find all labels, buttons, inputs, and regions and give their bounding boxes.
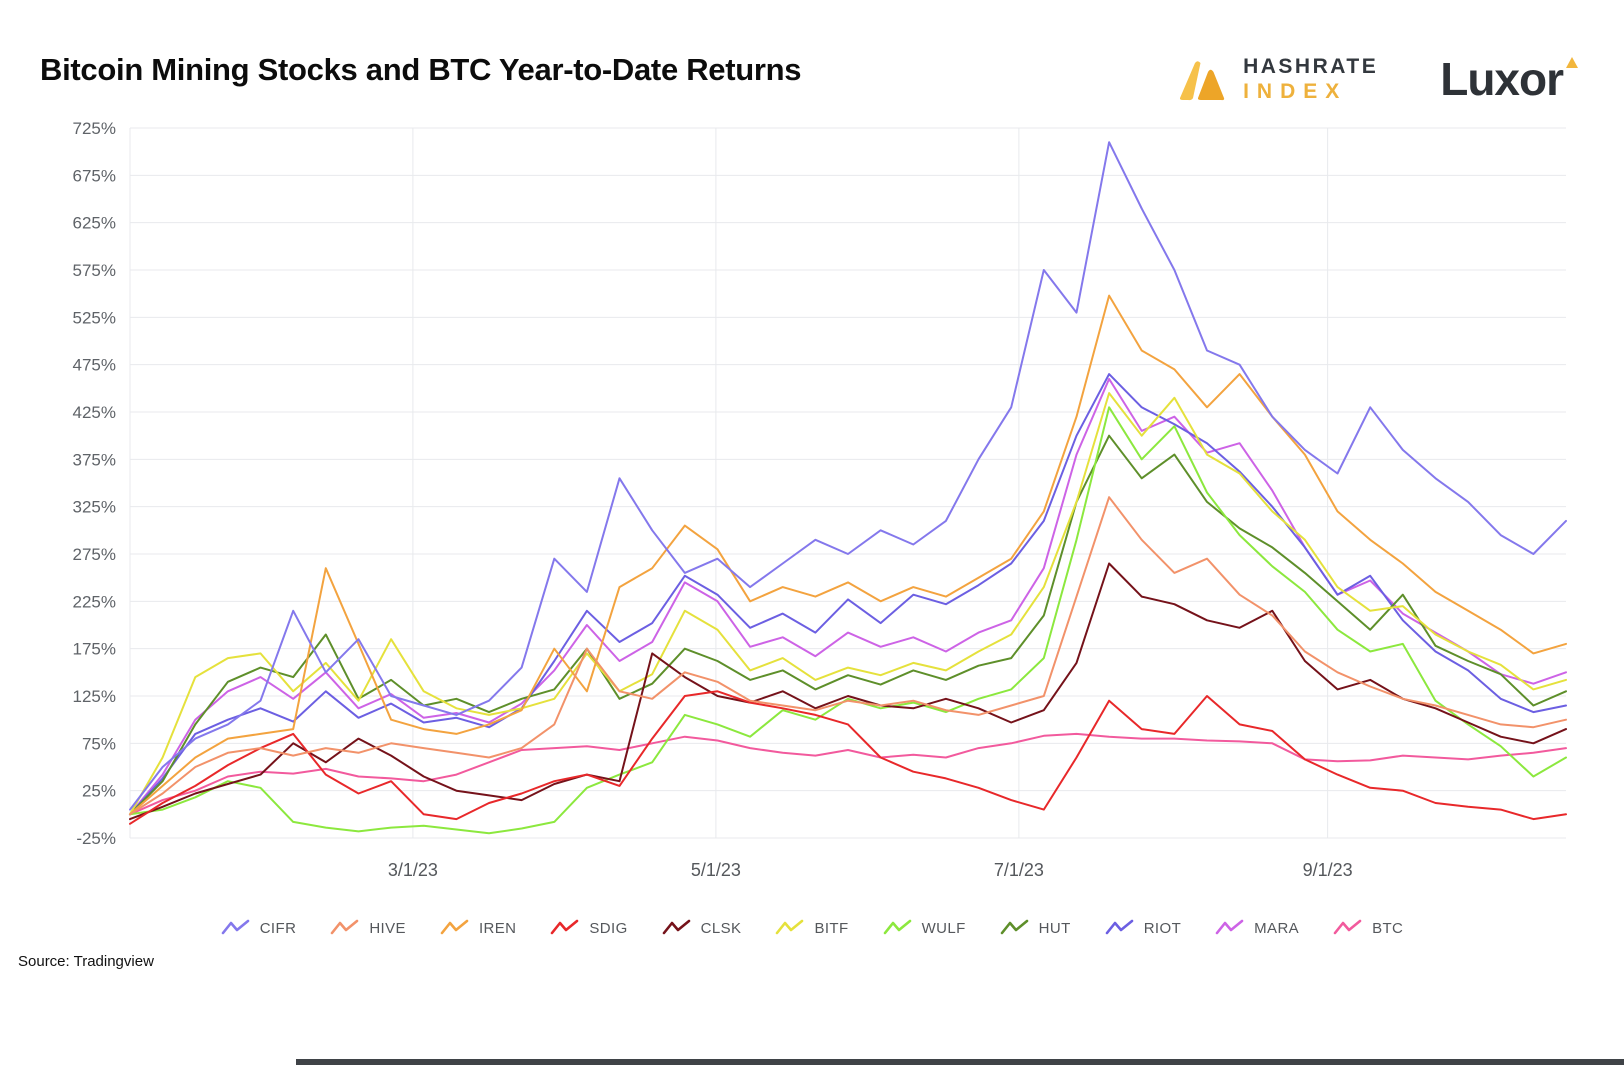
bottom-bar: [296, 1059, 1624, 1065]
y-axis-tick-label: 25%: [82, 782, 116, 801]
series-line-btc: [129, 733, 1567, 816]
luxor-logo: Luxor: [1440, 56, 1578, 102]
legend-line-icon: [331, 920, 359, 935]
legend-item-iren: IREN: [440, 919, 516, 937]
luxor-triangle-icon: [1566, 57, 1578, 69]
chart-title: Bitcoin Mining Stocks and BTC Year-to-Da…: [40, 52, 802, 87]
index-text: INDEX: [1243, 80, 1348, 104]
legend-label: IREN: [478, 919, 517, 937]
x-axis-tick-label: 3/1/23: [388, 860, 438, 880]
legend-line-icon: [1000, 920, 1028, 935]
chart-area: -25% 25% 75% 125% 175% 225% 275% 325% 375% 425% 47…: [30, 110, 1602, 895]
x-axis-tick-label: 7/1/23: [994, 860, 1044, 880]
hashrate-index-logo: HASHRATE INDEX: [1173, 54, 1378, 104]
legend-line-icon: [1215, 920, 1244, 935]
hashrate-index-logo-mark: [1180, 61, 1225, 101]
legend-label: HIVE: [369, 919, 406, 937]
legend-item-riot: RIOT: [1105, 919, 1181, 937]
series-line-sdig: [129, 690, 1567, 826]
legend-line-icon: [551, 920, 579, 935]
legend-line-icon: [1333, 920, 1362, 935]
y-axis-tick-label: 425%: [73, 403, 116, 422]
hashrate-index-wordmark: HASHRATE INDEX: [1243, 54, 1378, 104]
legend-line-icon: [440, 920, 469, 935]
series-line-iren: [129, 294, 1567, 816]
chart-legend: CIFR HIVE IREN SDIG CLSK BITF WULF HUT RIOT MARA B…: [0, 919, 1624, 937]
series-line-riot: [129, 373, 1567, 816]
y-axis-tick-label: 325%: [73, 498, 116, 517]
y-axis-tick-label: 75%: [82, 735, 116, 754]
legend-item-hut: HUT: [1000, 919, 1071, 937]
header: Bitcoin Mining Stocks and BTC Year-to-Da…: [0, 0, 1624, 104]
legend-line-icon: [1105, 920, 1134, 935]
legend-label: RIOT: [1143, 919, 1182, 937]
series-line-hive: [129, 496, 1567, 816]
y-axis-tick-label: 375%: [73, 451, 116, 470]
legend-line-icon: [883, 920, 911, 935]
y-axis-tick-label: 275%: [73, 545, 116, 564]
y-axis-tick-label: 625%: [73, 214, 116, 233]
y-axis-tick-label: 125%: [73, 687, 116, 706]
legend-label: WULF: [921, 919, 966, 937]
hashrate-text: HASHRATE: [1243, 55, 1379, 78]
y-axis-tick-label: 525%: [73, 309, 116, 328]
legend-label: HUT: [1038, 919, 1071, 937]
legend-label: BITF: [814, 919, 849, 937]
legend-line-icon: [221, 920, 250, 935]
luxor-wordmark: Luxor: [1440, 53, 1564, 106]
brand-logos: HASHRATE INDEX Luxor: [1173, 54, 1578, 104]
legend-line-icon: [776, 920, 804, 935]
y-axis-tick-label: 175%: [73, 640, 116, 659]
y-axis-tick-label: 225%: [73, 593, 116, 612]
y-axis-tick-label: 725%: [73, 119, 116, 138]
y-axis-tick-label: 575%: [73, 261, 116, 280]
series-line-hut: [129, 435, 1567, 816]
legend-label: CLSK: [700, 919, 742, 937]
legend-item-sdig: SDIG: [550, 919, 627, 937]
legend-item-cifr: CIFR: [221, 919, 297, 937]
legend-label: MARA: [1254, 919, 1300, 937]
source-note: Source: Tradingview: [18, 953, 154, 971]
legend-line-icon: [662, 920, 690, 935]
y-axis-tick-label: 675%: [73, 167, 116, 186]
y-axis-tick-label: -25%: [76, 829, 116, 848]
legend-item-hive: HIVE: [330, 919, 406, 937]
legend-item-wulf: WULF: [883, 919, 966, 937]
y-axis-tick-label: 475%: [73, 356, 116, 375]
legend-item-mara: MARA: [1215, 919, 1299, 937]
series-line-wulf: [129, 406, 1567, 835]
series-line-bitf: [129, 392, 1567, 816]
legend-label: BTC: [1372, 919, 1404, 937]
x-axis-tick-label: 9/1/23: [1303, 860, 1353, 880]
series-line-clsk: [129, 562, 1567, 821]
line-chart-canvas: -25% 25% 75% 125% 175% 225% 275% 325% 375% 425% 47…: [73, 119, 1567, 880]
legend-item-bitf: BITF: [775, 919, 848, 937]
legend-label: SDIG: [589, 919, 628, 937]
series-line-cifr: [129, 141, 1567, 811]
x-axis-tick-label: 5/1/23: [691, 860, 741, 880]
legend-label: CIFR: [259, 919, 297, 937]
legend-item-btc: BTC: [1333, 919, 1403, 937]
legend-item-clsk: CLSK: [662, 919, 742, 937]
